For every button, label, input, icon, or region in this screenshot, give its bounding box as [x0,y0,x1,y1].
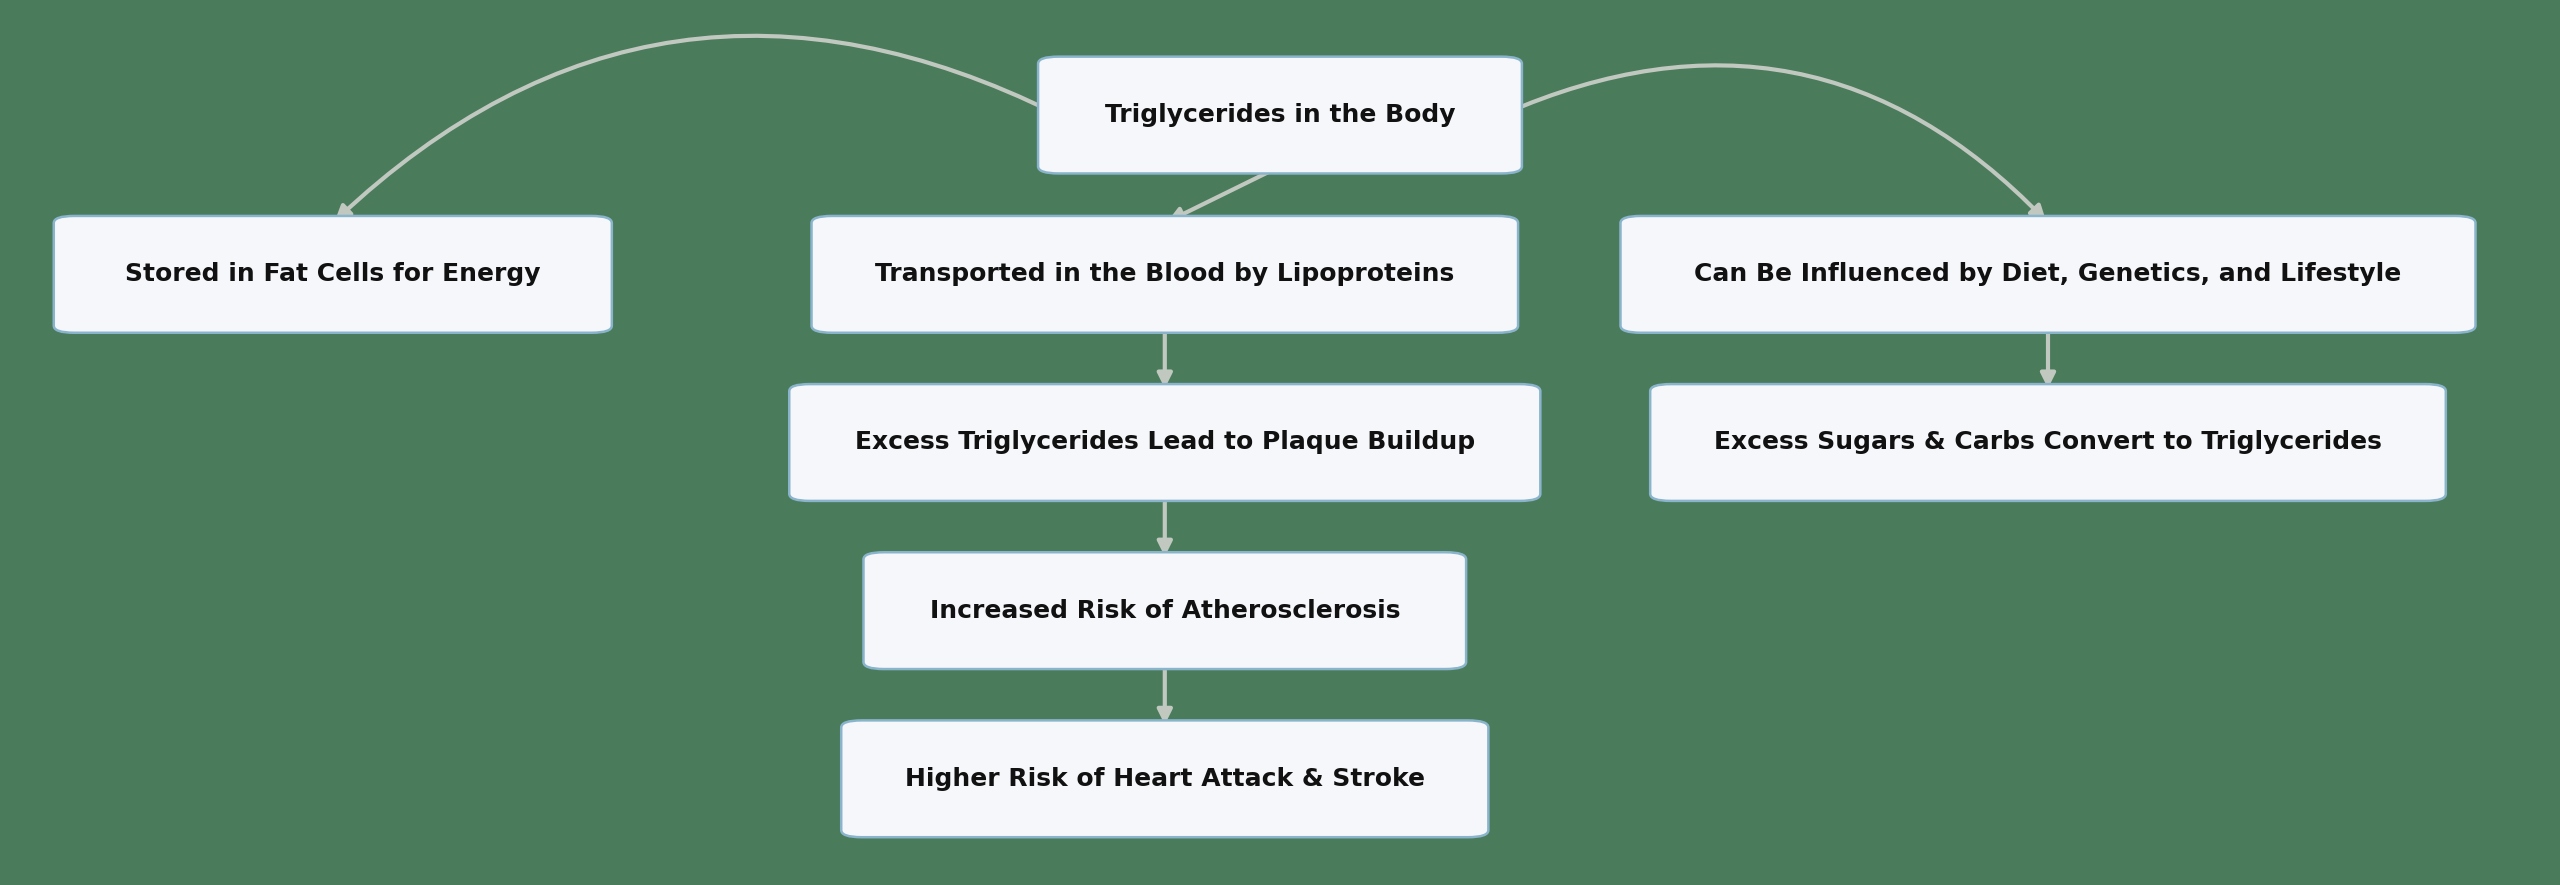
FancyBboxPatch shape [863,552,1467,669]
Text: Triglycerides in the Body: Triglycerides in the Body [1106,103,1454,127]
FancyBboxPatch shape [1039,57,1521,173]
FancyBboxPatch shape [1620,216,2476,333]
Text: Higher Risk of Heart Attack & Stroke: Higher Risk of Heart Attack & Stroke [904,766,1426,791]
FancyBboxPatch shape [54,216,612,333]
FancyBboxPatch shape [842,720,1487,837]
Text: Can Be Influenced by Diet, Genetics, and Lifestyle: Can Be Influenced by Diet, Genetics, and… [1695,262,2401,287]
FancyBboxPatch shape [812,216,1518,333]
Text: Stored in Fat Cells for Energy: Stored in Fat Cells for Energy [125,262,540,287]
Text: Excess Sugars & Carbs Convert to Triglycerides: Excess Sugars & Carbs Convert to Triglyc… [1715,430,2381,455]
FancyBboxPatch shape [788,384,1541,501]
Text: Transported in the Blood by Lipoproteins: Transported in the Blood by Lipoproteins [876,262,1454,287]
Text: Excess Triglycerides Lead to Plaque Buildup: Excess Triglycerides Lead to Plaque Buil… [855,430,1475,455]
FancyBboxPatch shape [1651,384,2445,501]
Text: Increased Risk of Atherosclerosis: Increased Risk of Atherosclerosis [929,598,1400,623]
